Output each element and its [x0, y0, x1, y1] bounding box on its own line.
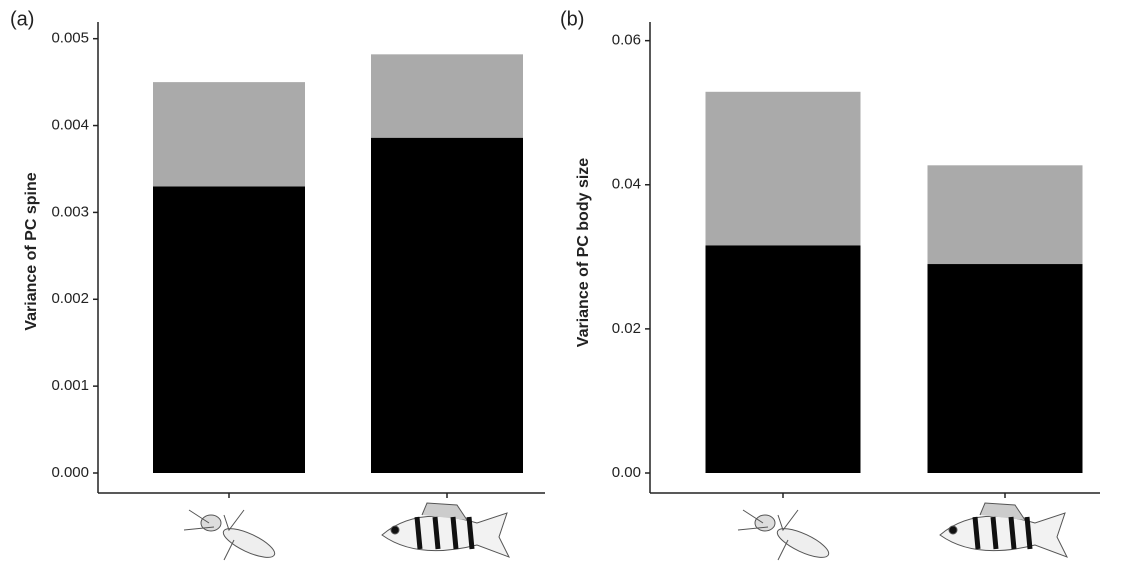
larva-head — [201, 515, 221, 531]
bar-segment — [153, 186, 305, 473]
fish-stripe — [975, 517, 978, 549]
fish-body — [940, 513, 1067, 557]
fish-stripe — [993, 517, 996, 549]
panel-label: (a) — [10, 8, 34, 30]
bar-segment — [371, 54, 523, 137]
bar-segment — [153, 82, 305, 186]
y-tick-label: 0.02 — [612, 320, 641, 337]
larva-head — [755, 515, 775, 531]
y-tick-label: 0.001 — [51, 377, 89, 394]
fish-icon — [382, 503, 509, 557]
y-tick-label: 0.003 — [51, 203, 89, 220]
bar-segment — [928, 264, 1083, 473]
y-axis-label: Variance of PC spine — [23, 172, 40, 330]
bar-segment — [706, 245, 861, 473]
y-tick-label: 0.06 — [612, 32, 641, 49]
fish-eye — [391, 526, 399, 534]
fish-stripe — [1011, 517, 1014, 549]
fish-stripe — [469, 517, 472, 549]
fish-stripe — [1027, 517, 1030, 549]
y-tick-label: 0.004 — [51, 117, 89, 134]
y-tick-label: 0.000 — [51, 464, 89, 481]
fish-body — [382, 513, 509, 557]
y-axis-label: Variance of PC body size — [575, 158, 592, 348]
fish-eye — [949, 526, 957, 534]
figure: (a) Variance of PC spine 0.000 0.001 0.002 0.… — [0, 0, 1132, 579]
bar-segment — [706, 92, 861, 245]
y-tick-label: 0.00 — [612, 464, 641, 481]
fish-stripe — [417, 517, 420, 549]
larva-icon — [184, 510, 278, 563]
bar-segment — [928, 165, 1083, 264]
fish-stripe — [435, 517, 438, 549]
y-tick-label: 0.005 — [51, 30, 89, 47]
y-tick-label: 0.04 — [612, 176, 641, 193]
panel-label: (b) — [560, 8, 584, 30]
larva-icon — [738, 510, 832, 563]
fish-icon — [940, 503, 1067, 557]
fish-stripe — [453, 517, 456, 549]
y-tick-label: 0.002 — [51, 290, 89, 307]
bar-segment — [371, 138, 523, 473]
